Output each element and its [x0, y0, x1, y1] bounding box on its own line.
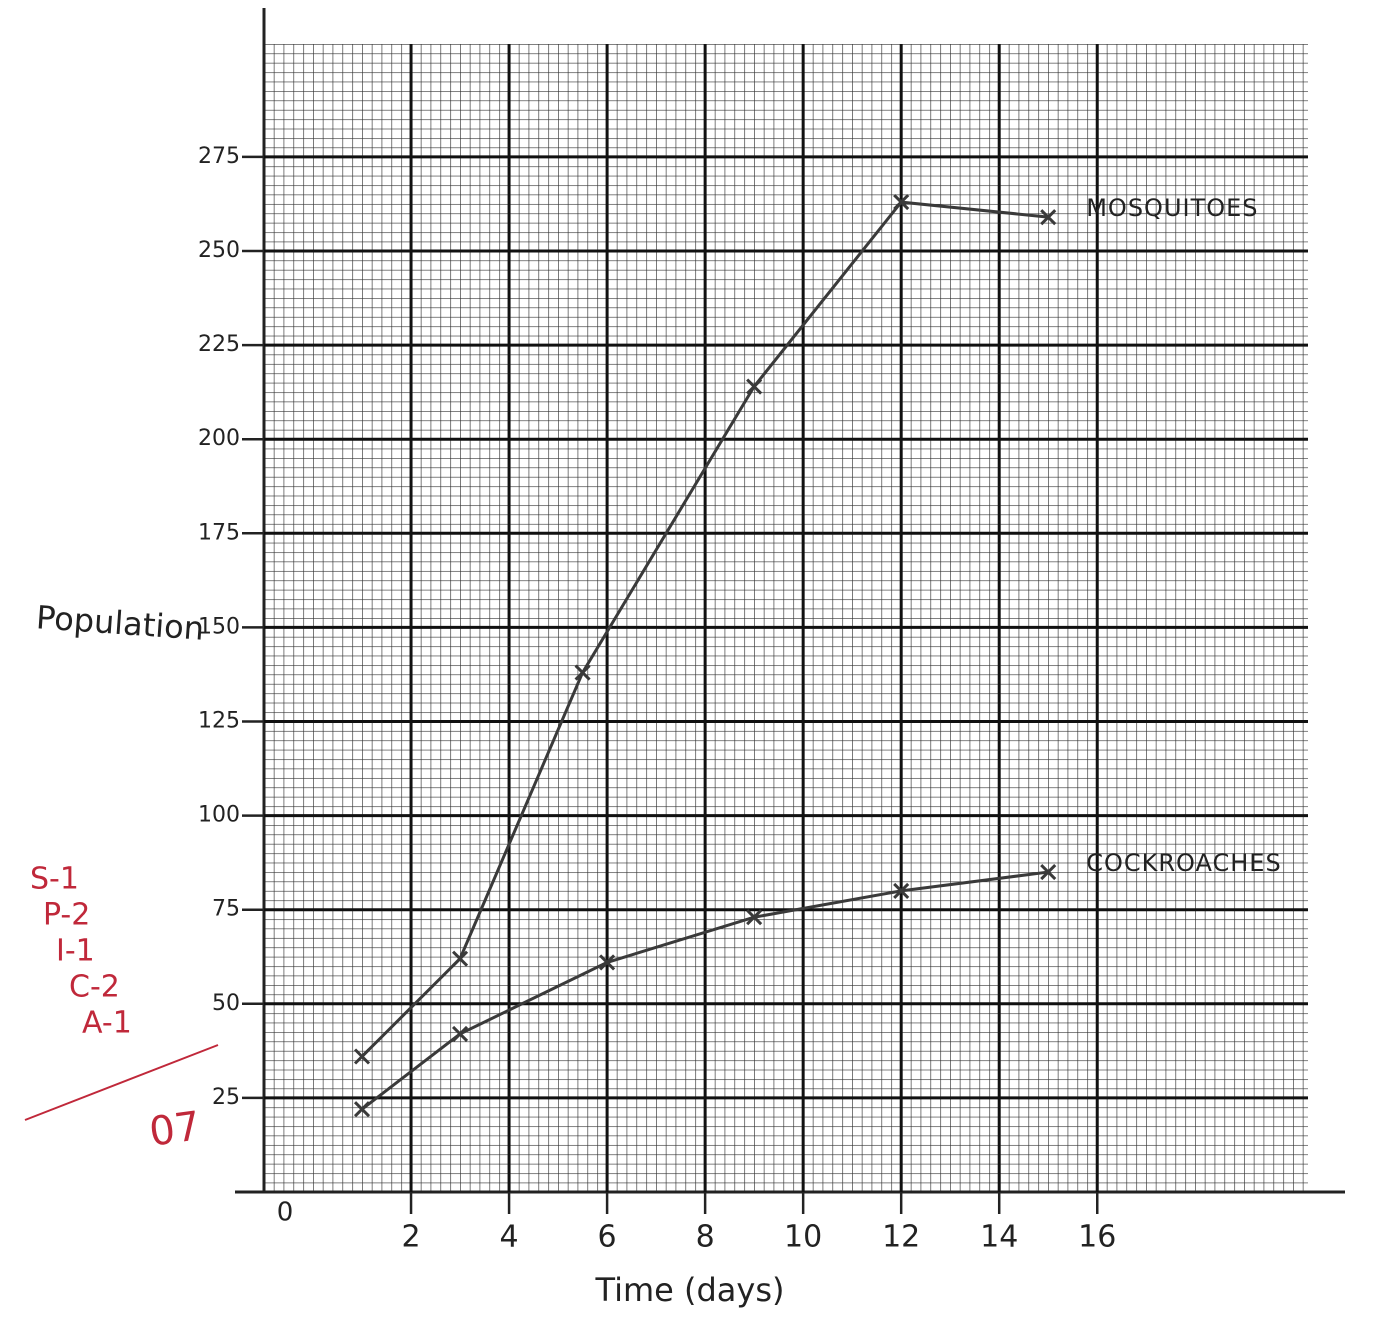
point-marker — [1040, 209, 1057, 226]
y-tick-label: 75 — [212, 897, 240, 922]
point-marker — [893, 882, 910, 899]
x-tick-label: 12 — [882, 1220, 920, 1255]
y-tick-label: 275 — [198, 144, 240, 169]
point-marker — [451, 1025, 469, 1042]
score-annotation: I-1 — [56, 934, 95, 969]
x-tick-label: 16 — [1078, 1220, 1116, 1255]
point-marker — [746, 378, 763, 395]
x-axis-label: Time (days) — [595, 1271, 785, 1309]
point-marker — [599, 954, 616, 971]
x-tick-label: 6 — [598, 1220, 617, 1255]
series-label: COCKROACHES — [1086, 849, 1282, 877]
point-marker — [746, 909, 763, 926]
y-tick-label: 225 — [198, 332, 240, 357]
x-tick-label: 8 — [696, 1220, 715, 1255]
score-annotation: A-1 — [82, 1006, 132, 1041]
y-tick-label: 250 — [198, 238, 240, 263]
point-marker — [451, 950, 469, 967]
origin-label: 0 — [277, 1198, 294, 1228]
score-annotation: 07 — [147, 1103, 204, 1156]
series-line — [360, 200, 1049, 1058]
score-annotation: S-1 — [30, 862, 79, 897]
score-annotation: P-2 — [43, 898, 90, 933]
point-marker — [1040, 864, 1057, 881]
point-marker — [353, 1048, 371, 1065]
score-annotation: C-2 — [69, 970, 120, 1005]
y-tick-label: 125 — [198, 709, 240, 734]
y-tick-label: 100 — [198, 803, 240, 828]
x-tick-label: 2 — [401, 1220, 420, 1255]
x-tick-label: 10 — [784, 1220, 822, 1255]
y-tick-label: 25 — [212, 1085, 240, 1110]
point-marker — [893, 194, 910, 211]
y-axis-label: Population — [35, 598, 205, 648]
graph-paper — [264, 44, 1308, 1192]
score-line — [24, 1044, 219, 1121]
series-label: MOSQUITOES — [1086, 194, 1258, 222]
point-marker — [574, 664, 591, 681]
y-tick-label: 200 — [198, 426, 240, 451]
x-tick-label: 14 — [980, 1220, 1018, 1255]
point-marker — [353, 1101, 371, 1118]
y-tick-label: 175 — [198, 520, 240, 545]
y-tick-label: 150 — [198, 614, 240, 639]
x-tick-label: 4 — [500, 1220, 519, 1255]
series-line — [361, 870, 1049, 1111]
y-tick-label: 50 — [212, 991, 240, 1016]
